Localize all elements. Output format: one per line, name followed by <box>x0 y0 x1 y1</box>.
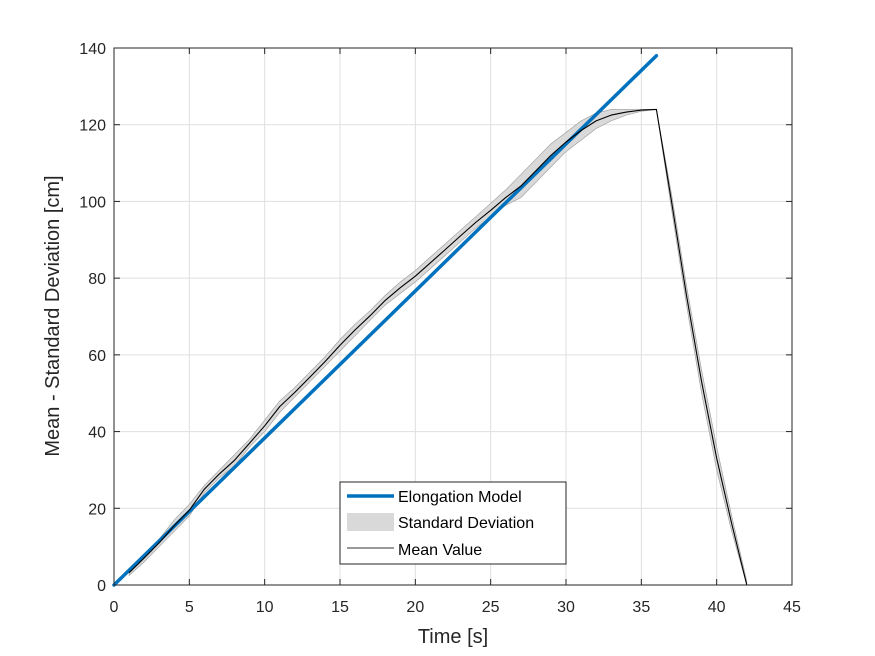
x-tick-label: 30 <box>557 599 575 616</box>
x-tick-label: 45 <box>783 599 801 616</box>
legend-swatch-standard-deviation <box>347 513 394 531</box>
x-tick-label: 5 <box>185 599 194 616</box>
y-tick-label: 120 <box>79 118 106 135</box>
y-tick-label: 40 <box>88 425 106 442</box>
x-tick-label: 15 <box>331 599 349 616</box>
legend-label-mean-value: Mean Value <box>398 542 482 559</box>
legend-label-standard-deviation: Standard Deviation <box>398 515 534 532</box>
axes-box <box>113 47 793 586</box>
x-axis-label: Time [s] <box>418 626 488 648</box>
x-tick-label: 40 <box>708 599 726 616</box>
y-tick-label: 100 <box>79 194 106 211</box>
legend: Elongation Model Standard Deviation Mean… <box>339 481 567 565</box>
y-tick-label: 60 <box>88 348 106 365</box>
y-tick-label: 80 <box>88 271 106 288</box>
x-tick-label: 10 <box>256 599 274 616</box>
y-axis-label: Mean - Standard Deviation [cm] <box>42 175 64 456</box>
elongation-model-line <box>112 53 659 587</box>
y-tick-label: 140 <box>79 41 106 58</box>
mean-value-line <box>128 108 748 586</box>
ticks <box>113 47 793 586</box>
x-tick-label: 0 <box>110 599 119 616</box>
legend-label-elongation-model: Elongation Model <box>398 489 522 506</box>
x-tick-label: 35 <box>632 599 650 616</box>
y-tick-label: 0 <box>97 578 106 595</box>
x-tick-label: 20 <box>406 599 424 616</box>
tick-labels: 0 5 10 15 20 25 30 35 40 45 0 20 40 60 80 100 120 140 <box>79 41 801 616</box>
y-tick-label: 20 <box>88 501 106 518</box>
x-tick-label: 25 <box>482 599 500 616</box>
